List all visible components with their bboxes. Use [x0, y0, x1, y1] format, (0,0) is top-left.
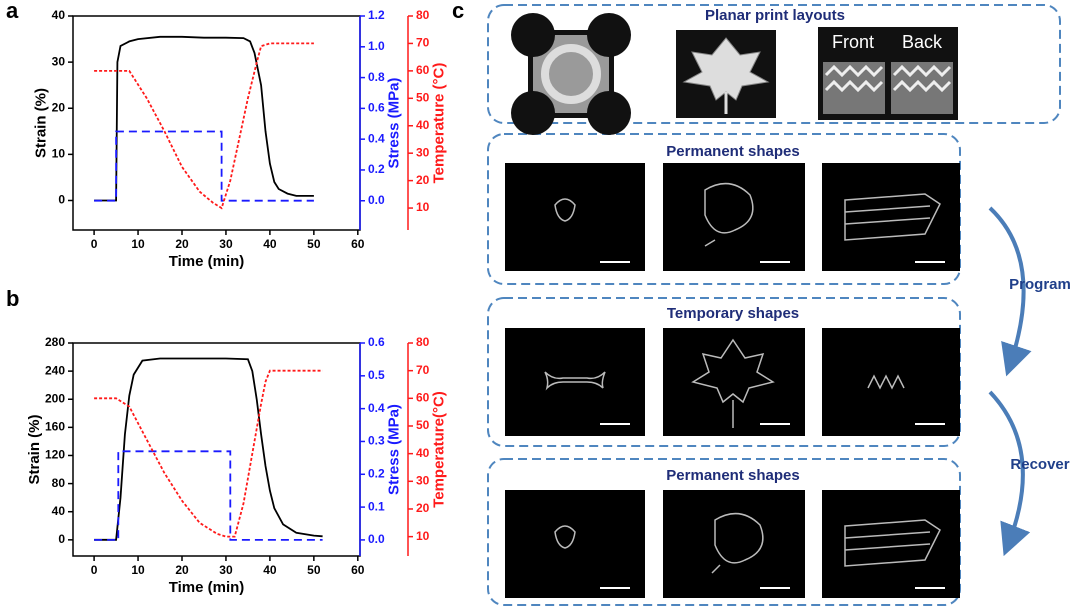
y3-tick-label: 30: [416, 473, 430, 487]
box-title: Temporary shapes: [667, 305, 799, 322]
y-tick-label: 10: [52, 147, 66, 161]
y3-tick-label: 60: [416, 63, 430, 77]
x-tick-label: 0: [91, 237, 98, 251]
y3-tick-label: 50: [416, 418, 430, 432]
x-tick-label: 10: [131, 563, 145, 577]
x-tick-label: 50: [307, 563, 321, 577]
series-line: [94, 450, 323, 541]
y3-tick-label: 70: [416, 36, 430, 50]
y2-tick-label: 1.0: [368, 39, 385, 53]
y3-axis-label: Temperature (°C): [430, 63, 447, 184]
y2-tick-label: 0.0: [368, 193, 385, 207]
panel-label: c: [452, 0, 464, 23]
x-tick-label: 60: [351, 563, 365, 577]
y3-tick-label: 30: [416, 145, 430, 159]
y2-tick-label: 0.4: [368, 131, 385, 145]
group-box: [487, 4, 1061, 124]
layout-label: Front: [832, 32, 874, 52]
photo: [505, 328, 960, 436]
y2-tick-label: 0.5: [368, 368, 385, 382]
y-tick-label: 30: [52, 54, 66, 68]
y3-tick-label: 10: [416, 529, 430, 543]
plot-frame: [72, 342, 361, 557]
x-tick-label: 10: [131, 237, 145, 251]
y3-tick-label: 20: [416, 173, 430, 187]
series-line: [94, 35, 314, 202]
x-tick-label: 40: [263, 563, 277, 577]
x-axis-label: Time (min): [169, 253, 245, 270]
y2-tick-label: 0.6: [368, 335, 385, 349]
y3-tick-label: 70: [416, 363, 430, 377]
y2-tick-label: 0.2: [368, 466, 385, 480]
y-tick-label: 0: [58, 532, 65, 546]
x-axis-label: Time (min): [169, 579, 245, 596]
y-tick-label: 200: [45, 391, 65, 405]
y-tick-label: 240: [45, 363, 65, 377]
arrow: [988, 390, 1031, 557]
arrow-label: Program: [1009, 276, 1071, 293]
y-tick-label: 20: [52, 100, 66, 114]
x-tick-label: 30: [219, 237, 233, 251]
arrow: [988, 206, 1032, 377]
panel-label: a: [6, 0, 19, 23]
y3-axis-label: Temperature(°C): [430, 391, 447, 508]
y2-tick-label: 0.0: [368, 532, 385, 546]
photo: [505, 490, 960, 598]
y-tick-label: 40: [52, 504, 66, 518]
y2-tick-label: 0.1: [368, 499, 385, 513]
y-tick-label: 40: [52, 8, 66, 22]
x-tick-label: 60: [351, 237, 365, 251]
y3-tick-label: 60: [416, 390, 430, 404]
series-line: [94, 357, 323, 541]
box-title: Permanent shapes: [666, 143, 799, 160]
y3-tick-label: 40: [416, 446, 430, 460]
x-tick-label: 40: [263, 237, 277, 251]
x-tick-label: 30: [219, 563, 233, 577]
y2-tick-label: 0.6: [368, 101, 385, 115]
photo: [505, 163, 960, 271]
panel-label: b: [6, 286, 19, 311]
series-line: [94, 369, 323, 538]
y3-tick-label: 20: [416, 501, 430, 515]
x-tick-label: 0: [91, 563, 98, 577]
series-line: [94, 130, 314, 202]
y2-axis-label: Stress (MPa): [386, 404, 403, 495]
y2-tick-label: 0.3: [368, 434, 385, 448]
y3-tick-label: 10: [416, 200, 430, 214]
series-line: [94, 42, 314, 210]
box-title: Permanent shapes: [666, 467, 799, 484]
layout-image: [676, 30, 776, 118]
layout-image: [818, 27, 958, 120]
y3-tick-label: 80: [416, 8, 430, 22]
x-tick-label: 20: [175, 237, 189, 251]
y2-tick-label: 0.2: [368, 162, 385, 176]
y3-tick-label: 80: [416, 335, 430, 349]
y-tick-label: 0: [58, 193, 65, 207]
y3-tick-label: 40: [416, 118, 430, 132]
y-tick-label: 80: [52, 476, 66, 490]
y-axis-label: Strain (%): [33, 88, 50, 158]
y2-tick-label: 1.2: [368, 8, 385, 22]
layout-image: [511, 13, 631, 135]
y3-tick-label: 50: [416, 90, 430, 104]
box-title: Planar print layouts: [705, 7, 845, 24]
y2-axis-label: Stress (MPa): [386, 78, 403, 169]
y-tick-label: 160: [45, 420, 65, 434]
x-tick-label: 20: [175, 563, 189, 577]
y-axis-label: Strain (%): [26, 414, 43, 484]
y2-tick-label: 0.4: [368, 401, 385, 415]
layout-label: Back: [902, 32, 943, 52]
y-tick-label: 280: [45, 335, 65, 349]
x-tick-label: 50: [307, 237, 321, 251]
arrow-label: Recover: [1010, 456, 1069, 473]
y-tick-label: 120: [45, 448, 65, 462]
y2-tick-label: 0.8: [368, 70, 385, 84]
